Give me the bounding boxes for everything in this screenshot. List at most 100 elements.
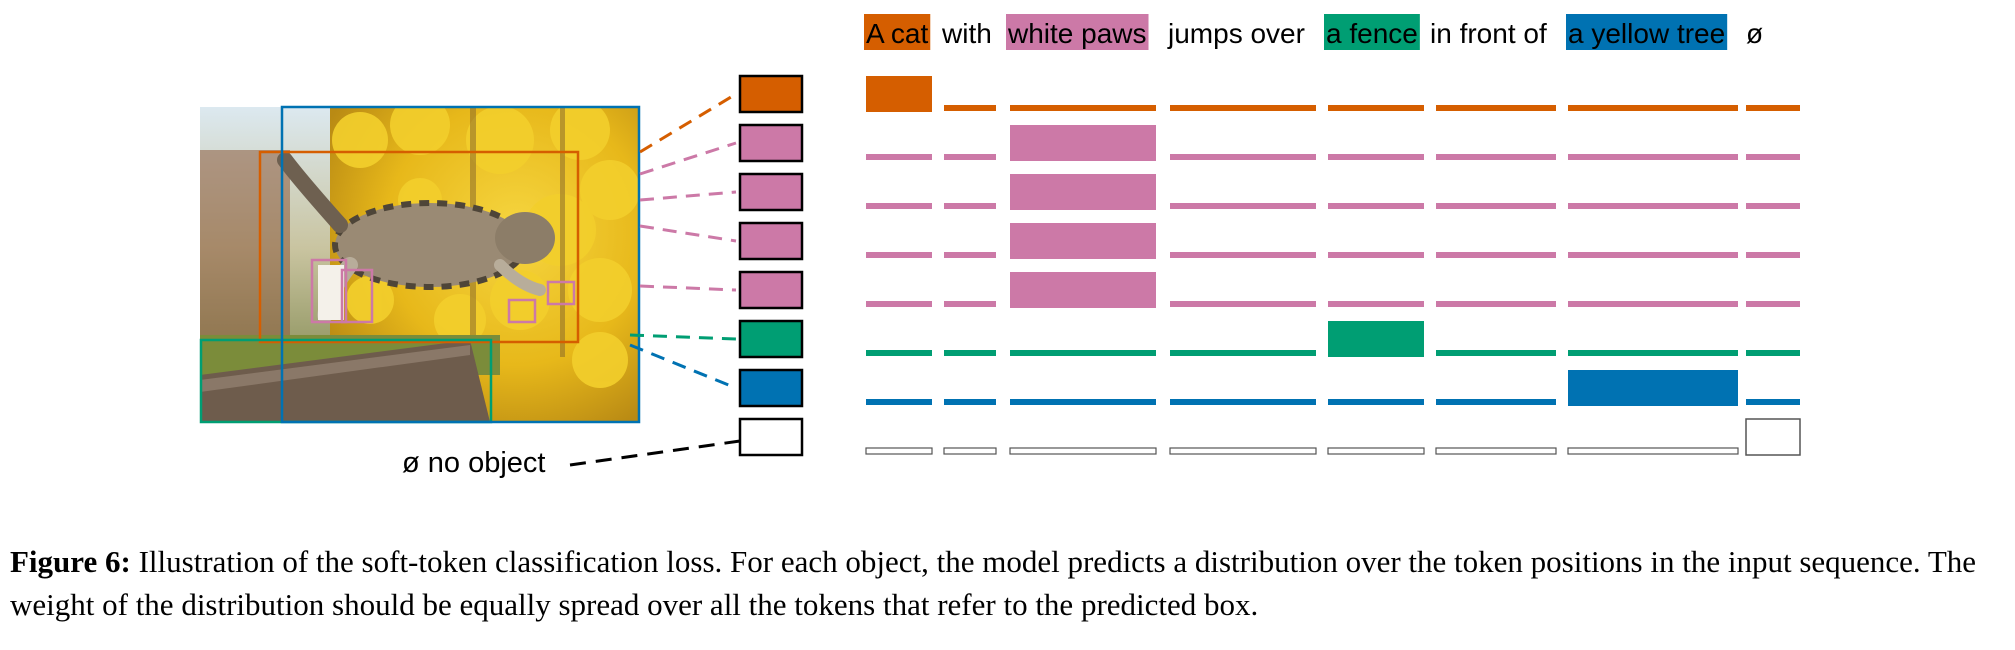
distribution-peak (1568, 370, 1738, 406)
svg-text:white paws: white paws (1007, 18, 1147, 49)
svg-text:with: with (941, 18, 992, 49)
distribution-bar (866, 154, 932, 160)
distribution-bar (1170, 252, 1316, 258)
svg-text:a yellow tree: a yellow tree (1568, 18, 1725, 49)
distribution-bar (1169, 447, 1317, 455)
figure-6-diagram: A cat with white paws jumps over a fence in f… (199, 14, 1801, 479)
svg-text:a fence: a fence (1326, 18, 1418, 49)
distribution-bar (1436, 399, 1556, 405)
token-distribution-grid (865, 76, 1801, 456)
distribution-bar (1010, 350, 1156, 356)
distribution-bar (1010, 105, 1156, 111)
connector-line (629, 333, 737, 341)
distribution-peak (1745, 418, 1801, 456)
prediction-box (738, 123, 804, 163)
token-highlight (864, 14, 931, 50)
distribution-bar (1567, 447, 1739, 455)
sentence-token: a fence (1324, 14, 1420, 50)
distribution-bar (866, 399, 932, 405)
distribution-bar (1436, 154, 1556, 160)
distribution-bar (1746, 154, 1800, 160)
box-paw-4 (546, 280, 576, 306)
prediction-box (738, 319, 804, 359)
distribution-bar (1568, 301, 1738, 307)
figure-caption: Figure 6: Illustration of the soft-token… (10, 540, 2005, 626)
distribution-bar (1568, 252, 1738, 258)
distribution-bar (866, 350, 932, 356)
distribution-bar (1568, 105, 1738, 111)
box-paw-1 (310, 258, 348, 324)
distribution-bar (944, 105, 996, 111)
box-cat (258, 150, 580, 344)
distribution-bar (1568, 154, 1738, 160)
distribution-bar (1746, 105, 1800, 111)
prediction-box (738, 270, 804, 310)
prediction-box (738, 417, 804, 457)
prediction-boxes (738, 74, 804, 457)
distribution-bar (1328, 203, 1424, 209)
distribution-bar (944, 154, 996, 160)
svg-text:ø: ø (1746, 18, 1763, 49)
distribution-peak (1010, 272, 1156, 308)
svg-text:in front of: in front of (1430, 18, 1547, 49)
prediction-box (738, 221, 804, 261)
distribution-bar (1746, 399, 1800, 405)
svg-text:A cat: A cat (866, 18, 928, 49)
distribution-peak (866, 76, 932, 112)
box-paw-3 (507, 298, 537, 324)
distribution-bar (1009, 447, 1157, 455)
prediction-box (738, 368, 804, 408)
distribution-bar (944, 252, 996, 258)
connector-lines (629, 92, 737, 390)
cat-photo (200, 107, 640, 422)
no-object-label: ø no object (402, 447, 545, 479)
token-highlight (1566, 14, 1728, 50)
distribution-bar (1170, 203, 1316, 209)
distribution-bar (943, 447, 997, 455)
input-sentence: A cat with white paws jumps over a fence in f… (864, 14, 1763, 50)
distribution-bar (1170, 350, 1316, 356)
distribution-peak (1010, 125, 1156, 161)
distribution-bar (944, 399, 996, 405)
connector-line (639, 141, 737, 176)
distribution-bar (1436, 105, 1556, 111)
distribution-bar (1328, 154, 1424, 160)
distribution-bar (1010, 399, 1156, 405)
caption-label: Figure 6: (10, 544, 131, 579)
box-paw-2 (340, 268, 374, 324)
distribution-bar (1328, 399, 1424, 405)
sentence-token: with (941, 18, 992, 49)
sentence-token: a yellow tree (1566, 14, 1728, 50)
token-highlight (1324, 14, 1420, 50)
distribution-bar (1436, 350, 1556, 356)
distribution-peak (1010, 174, 1156, 210)
distribution-bar (1170, 399, 1316, 405)
sentence-token: ø (1746, 18, 1763, 49)
distribution-bar (865, 447, 933, 455)
distribution-bar (1328, 252, 1424, 258)
distribution-bar (944, 301, 996, 307)
distribution-bar (1436, 252, 1556, 258)
connector-line (639, 190, 737, 202)
sentence-token: in front of (1430, 18, 1547, 49)
bounding-boxes (199, 105, 641, 424)
no-object-connector (569, 439, 741, 467)
distribution-bar (944, 350, 996, 356)
prediction-box (738, 74, 804, 114)
distribution-bar (1327, 447, 1425, 455)
distribution-bar (1436, 203, 1556, 209)
connector-line (639, 224, 737, 243)
distribution-bar (1170, 301, 1316, 307)
sentence-token: A cat (864, 14, 931, 50)
distribution-bar (866, 301, 932, 307)
distribution-bar (1568, 350, 1738, 356)
sentence-token: jumps over (1167, 18, 1305, 49)
connector-line (639, 284, 737, 292)
distribution-bar (1170, 154, 1316, 160)
connector-line (629, 343, 737, 390)
distribution-bar (1746, 203, 1800, 209)
distribution-bar (1328, 301, 1424, 307)
prediction-box (738, 172, 804, 212)
distribution-bar (866, 252, 932, 258)
distribution-bar (1746, 252, 1800, 258)
